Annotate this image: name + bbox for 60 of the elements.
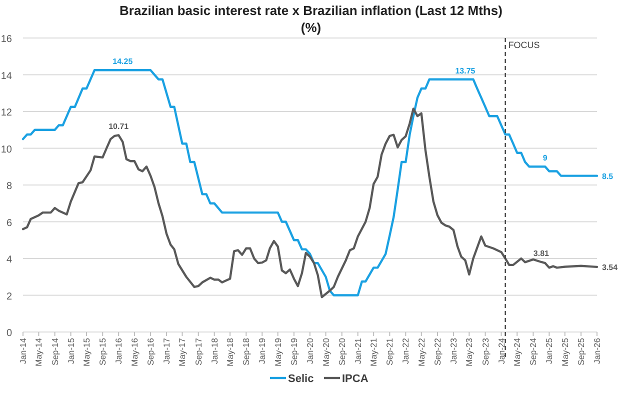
y-tick-label: 6 <box>6 218 12 229</box>
annotation: 8.5 <box>602 172 614 181</box>
y-tick-label: 14 <box>0 70 12 82</box>
annotation: 10.71 <box>108 122 130 132</box>
x-tick-label: Sep-23 <box>480 338 490 366</box>
line-series <box>22 69 598 296</box>
y-tick-label: 12 <box>0 108 12 118</box>
x-tick-label: Sep-14 <box>50 338 60 366</box>
annotation: 14.25 <box>112 57 134 66</box>
x-tick-label: Jan-15 <box>66 338 76 364</box>
x-tick-label: May-24 <box>512 338 522 366</box>
y-tick-label: 0 <box>6 328 12 339</box>
x-tick-label: May-19 <box>272 338 283 366</box>
y-tick-label: 8 <box>6 181 12 192</box>
annotation: 13.75 <box>455 66 476 76</box>
x-tick-label: Jan-24 <box>496 338 506 364</box>
x-tick-label: May-18 <box>225 338 236 366</box>
x-tick-label: Jan-26 <box>592 338 602 364</box>
x-tick-label: Jan-21 <box>352 338 363 364</box>
annotation: 9 <box>542 154 548 163</box>
annotation: 3.81 <box>533 248 550 258</box>
annotation: 3.54 <box>602 262 618 272</box>
x-tick-label: Jan-25 <box>544 338 554 364</box>
x-tick-label: Jan-22 <box>400 338 411 364</box>
x-tick-label: May-22 <box>416 338 426 366</box>
x-tick-label: Jan-17 <box>162 338 172 364</box>
chart-title: Brazilian basic interest rate x Brazilian inflation (Last 12 Mths) <box>120 3 502 18</box>
legend-label: IPCA <box>342 373 368 385</box>
x-tick-label: Sep-24 <box>528 338 538 366</box>
x-tick-label: Sep-21 <box>384 338 395 366</box>
x-tick-label: Jan-18 <box>209 338 220 364</box>
x-tick-label: May-23 <box>464 338 474 366</box>
x-tick-label: Sep-15 <box>98 338 108 366</box>
x-tick-label: Sep-17 <box>193 338 204 366</box>
y-tick-label: 10 <box>0 144 12 156</box>
legend-label: Selic <box>288 373 314 385</box>
y-tick-label: 2 <box>6 291 12 302</box>
x-tick-label: Sep-18 <box>241 338 252 366</box>
x-tick-label: Jan-20 <box>304 338 315 364</box>
x-tick-label: May-14 <box>34 338 44 366</box>
x-tick-label: Sep-20 <box>336 338 347 366</box>
x-tick-label: May-21 <box>368 338 379 366</box>
x-tick-label: May-25 <box>560 338 570 366</box>
x-tick-label: Sep-16 <box>146 338 156 366</box>
x-tick-label: Sep-22 <box>432 338 442 366</box>
x-tick-label: Jan-14 <box>18 338 28 364</box>
x-tick-label: Sep-25 <box>576 338 586 366</box>
y-tick-label: 16 <box>0 34 12 45</box>
x-tick-label: May-15 <box>82 338 92 366</box>
ref-line-label: FOCUS <box>508 40 540 50</box>
x-tick-label: Jan-16 <box>114 338 124 364</box>
chart-subtitle: (%) <box>300 20 322 35</box>
x-tick-label: May-16 <box>129 338 140 366</box>
x-tick-label: May-20 <box>320 338 331 366</box>
x-tick-label: Jan-19 <box>257 338 268 364</box>
x-tick-label: May-17 <box>177 338 188 366</box>
x-tick-label: Sep-19 <box>288 338 299 366</box>
line-series <box>22 108 598 298</box>
y-tick-label: 4 <box>6 254 12 266</box>
x-tick-label: Jan-23 <box>448 338 458 364</box>
